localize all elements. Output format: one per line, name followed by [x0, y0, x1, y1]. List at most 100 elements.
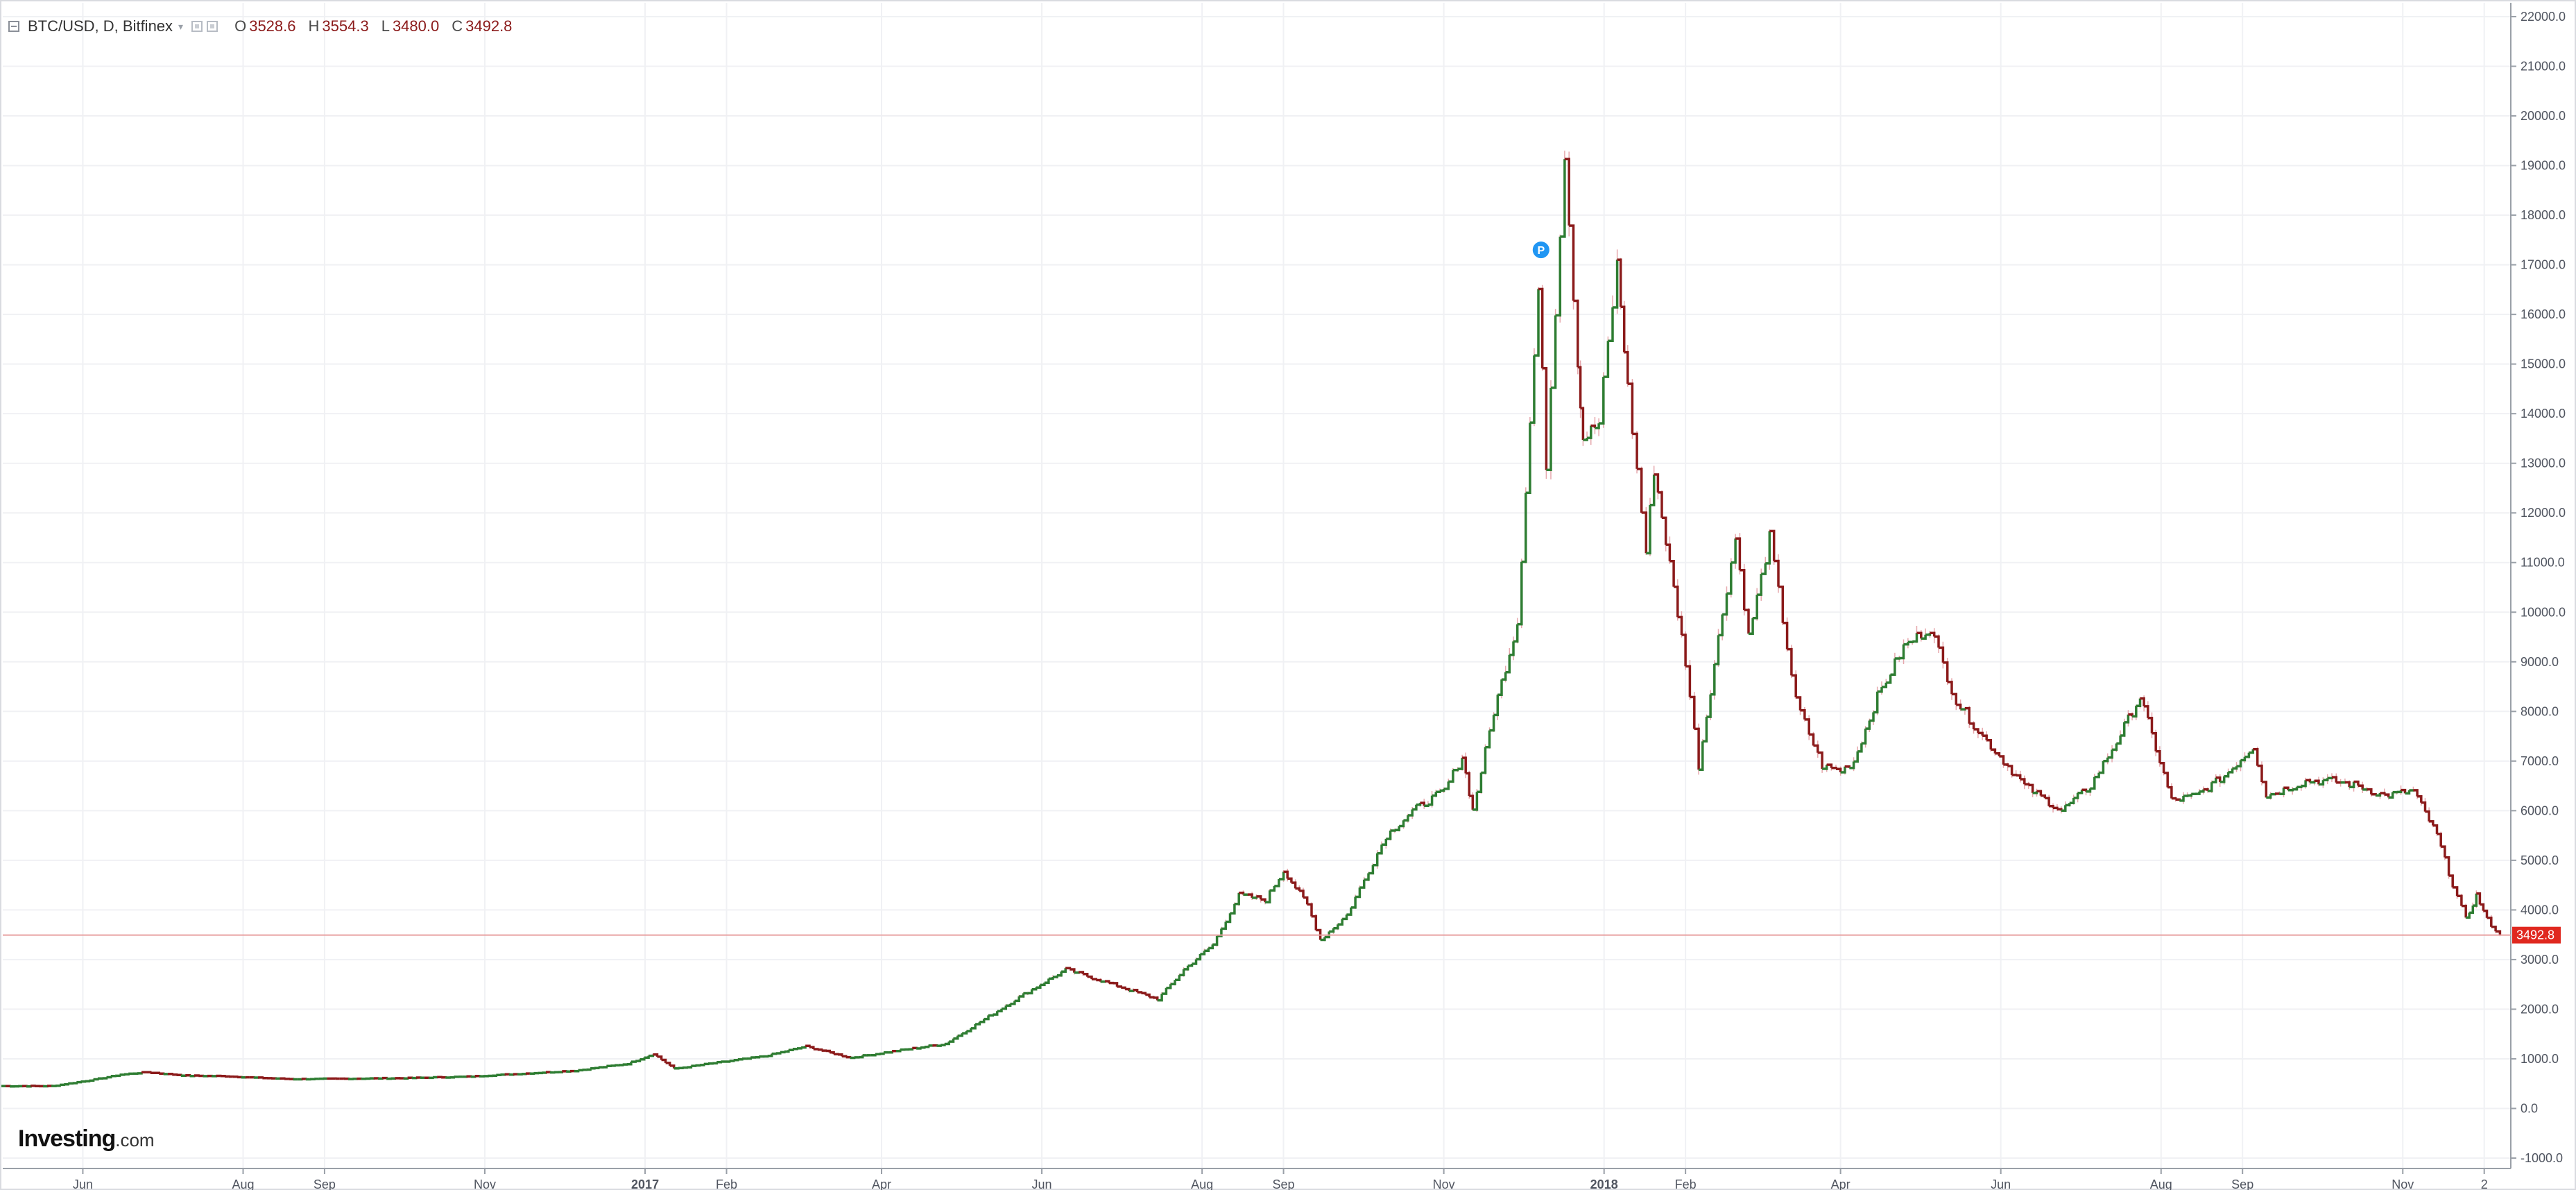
price-bar: [687, 1066, 693, 1069]
price-bar: [1718, 614, 1724, 637]
price-bar: [1761, 563, 1767, 575]
price-bar: [1608, 307, 1614, 343]
chart-legend: BTC/USD, D, Bitfinex ▾ O 3528.6 H 3554.3…: [8, 15, 512, 37]
price-bar: [1373, 853, 1379, 867]
price-bar: [1234, 892, 1240, 906]
price-bar: [1956, 703, 1962, 710]
price-bar: [1125, 987, 1131, 992]
price-bar: [1221, 921, 1227, 930]
price-bar: [2319, 780, 2325, 786]
price-bar: [1157, 994, 1163, 1002]
price-bar: [1497, 679, 1503, 696]
price-bar: [2244, 752, 2251, 758]
y-tick-label: 19000.0: [2521, 159, 2566, 173]
y-tick-label: 11000.0: [2521, 556, 2565, 570]
price-bar: [594, 1066, 600, 1070]
settings-icon[interactable]: [207, 21, 218, 32]
price-bar: [979, 1019, 986, 1023]
price-bar: [2332, 776, 2338, 783]
price-bar: [1170, 980, 1176, 985]
price-bar: [437, 1076, 443, 1079]
price-bar: [1416, 803, 1422, 806]
price-bar: [941, 1044, 946, 1046]
price-bar: [2171, 797, 2177, 800]
price-bar: [2187, 794, 2193, 797]
chevron-down-icon[interactable]: ▾: [178, 20, 184, 32]
price-bar: [517, 1073, 523, 1076]
high-key: H: [308, 17, 320, 35]
price-bar: [2413, 789, 2419, 797]
price-bar: [2045, 797, 2050, 806]
price-bar: [89, 1079, 95, 1082]
y-tick-label: 17000.0: [2521, 258, 2566, 272]
price-bar: [1925, 633, 1932, 636]
y-tick-label: 5000.0: [2521, 853, 2559, 867]
price-bar: [2236, 760, 2242, 768]
price-bar: [2159, 761, 2165, 773]
collapse-icon[interactable]: [8, 21, 19, 32]
y-tick-label: 1000.0: [2521, 1052, 2559, 1066]
price-bar: [1440, 788, 1445, 792]
close-value: 3492.8: [465, 17, 513, 35]
price-bar: [1070, 968, 1076, 973]
price-bar: [137, 1072, 143, 1075]
price-bar: [2103, 757, 2109, 763]
price-bar: [1731, 538, 1737, 564]
price-bar: [2007, 765, 2013, 775]
price-bar: [630, 1060, 637, 1063]
logo-suffix: .com: [115, 1130, 155, 1150]
price-bar: [1991, 748, 1997, 754]
price-marker-icon[interactable]: [1531, 240, 1551, 260]
price-bar: [1472, 792, 1479, 811]
price-bar: [618, 1064, 624, 1066]
price-bar: [825, 1049, 832, 1053]
price-bar: [542, 1071, 547, 1074]
price-bar: [496, 1073, 502, 1077]
high-value: 3554.3: [322, 17, 369, 35]
price-bar: [72, 1082, 78, 1085]
price-bar: [1509, 641, 1515, 656]
price-bar: [2219, 776, 2226, 783]
price-bar: [2020, 778, 2026, 785]
price-bar: [2253, 747, 2259, 766]
y-tick-label: 14000.0: [2521, 407, 2566, 420]
price-bar: [1505, 654, 1511, 674]
price-bar: [1836, 767, 1842, 772]
price-bar: [1394, 826, 1400, 831]
price-bar: [1513, 624, 1519, 643]
price-bar: [232, 1075, 239, 1078]
investing-logo[interactable]: Investing.com: [18, 1125, 155, 1153]
price-bar: [1274, 879, 1280, 887]
price-bar: [838, 1053, 843, 1057]
price-bar: [1412, 804, 1418, 811]
price-bar: [2487, 917, 2493, 927]
grid: [3, 3, 2511, 1168]
price-bar: [809, 1046, 815, 1049]
price-bar: [2028, 783, 2034, 793]
price-bar: [1753, 595, 1758, 620]
price-bar: [1995, 751, 2001, 756]
price-bar: [888, 1051, 893, 1054]
price-bar: [2228, 768, 2234, 774]
price-bar: [763, 1055, 769, 1058]
y-tick-label: 10000.0: [2521, 605, 2566, 619]
price-bar: [2437, 833, 2442, 847]
x-tick-label: Nov: [474, 1178, 496, 1190]
price-bar: [1342, 915, 1348, 921]
visibility-icon[interactable]: [191, 21, 203, 32]
price-bar: [661, 1058, 667, 1063]
price-bar: [771, 1052, 778, 1055]
price-bar: [2480, 903, 2485, 911]
price-bar: [1551, 315, 1557, 389]
price-bar: [1019, 993, 1025, 998]
price-bar: [1485, 730, 1491, 749]
price-bar: [695, 1064, 701, 1067]
price-bar: [970, 1024, 977, 1030]
price-bar: [1295, 887, 1301, 891]
price-bar: [1432, 792, 1438, 797]
price-bar: [1087, 975, 1093, 980]
price-bar: [924, 1045, 930, 1048]
x-tick-label: Jun: [1991, 1178, 2011, 1190]
symbol-label[interactable]: BTC/USD, D, Bitfinex: [28, 17, 173, 35]
